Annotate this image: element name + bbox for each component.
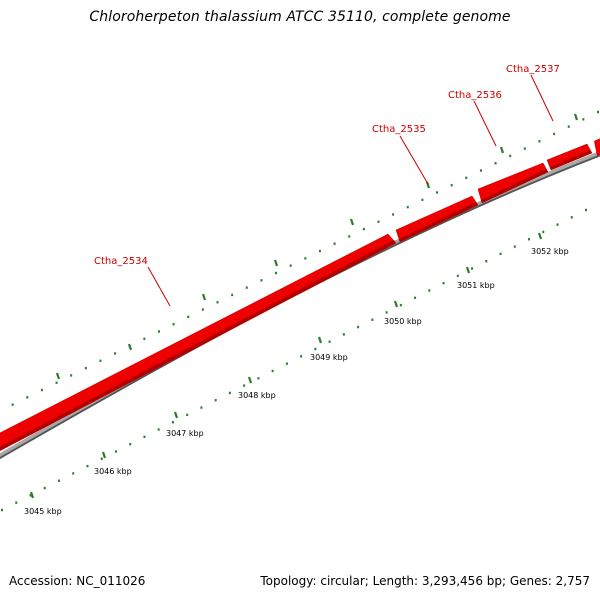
major-tick [247, 376, 253, 384]
major-tick [573, 113, 579, 121]
major-tick [101, 451, 107, 459]
scale-label: 3049 kbp [310, 353, 348, 362]
scale-label: 3047 kbp [166, 429, 204, 438]
major-tick [465, 266, 471, 274]
genome-stats-text: Topology: circular; Length: 3,293,456 bp… [260, 574, 590, 588]
gene-body[interactable] [594, 134, 600, 156]
gene-label[interactable]: Ctha_2535 [372, 124, 426, 135]
backbone-line [0, 151, 600, 457]
scale-label: 3051 kbp [457, 281, 495, 290]
major-tick [29, 491, 35, 499]
gene-Ctha_2536[interactable] [477, 162, 549, 204]
accession-text: Accession: NC_011026 [9, 574, 146, 588]
map-title: Chloroherpeton thalassium ATCC 35110, co… [89, 9, 511, 25]
gene-Ctha_2535[interactable] [395, 195, 479, 243]
gene-leader-line [147, 266, 171, 307]
gene-Ctha_2537[interactable] [546, 143, 593, 171]
backbone-shadow [0, 151, 600, 460]
major-tick [317, 336, 323, 344]
gene-shadow [550, 150, 592, 170]
genome-backbone [0, 151, 600, 460]
gene-partial-offscreen[interactable] [594, 134, 600, 156]
gene-leader-line [530, 74, 554, 122]
scale-label: 3048 kbp [238, 391, 276, 400]
gene-shadow [399, 202, 478, 242]
major-tick [201, 293, 207, 301]
major-tick [393, 300, 399, 308]
scale-label: 3046 kbp [94, 467, 132, 476]
gene-leader-line [473, 100, 497, 147]
major-tick [55, 372, 61, 380]
gene-shadow [481, 169, 548, 203]
scale-labels: 3045 kbp 3046 kbp 3047 kbp 3048 kbp 3049 kbp… [24, 247, 569, 516]
major-tick [127, 343, 133, 351]
gene-label[interactable]: Ctha_2534 [94, 256, 148, 267]
gene-label[interactable]: Ctha_2537 [506, 64, 560, 75]
gene-shadow [0, 240, 396, 451]
major-tick [273, 259, 279, 267]
gene-track[interactable] [0, 134, 600, 456]
scale-label: 3050 kbp [384, 317, 422, 326]
gene-labels: Ctha_2534 Ctha_2535 Ctha_2536 Ctha_2537 [94, 64, 560, 307]
gene-label[interactable]: Ctha_2536 [448, 90, 502, 101]
gene-Ctha_2534[interactable] [0, 233, 397, 456]
major-tick [499, 146, 505, 154]
gene-leader-line [399, 135, 429, 185]
major-tick [537, 232, 543, 240]
upper-tick-track [0, 110, 599, 415]
lower-tick-track [1, 208, 587, 512]
major-tick [173, 411, 179, 419]
scale-label: 3052 kbp [531, 247, 569, 256]
major-tick [349, 218, 355, 226]
scale-label: 3045 kbp [24, 507, 62, 516]
